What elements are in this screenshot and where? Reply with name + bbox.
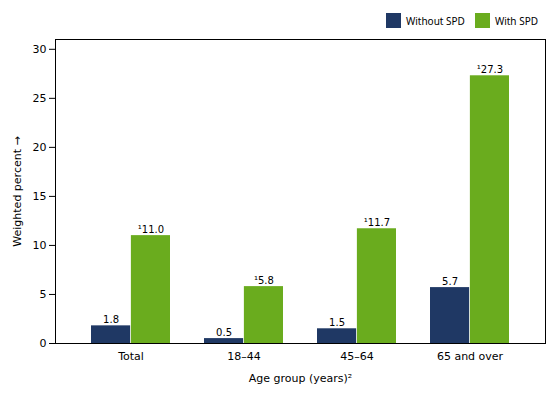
svg-text:15: 15 — [33, 190, 47, 203]
svg-text:65 and over: 65 and over — [437, 350, 504, 363]
svg-text:¹27.3: ¹27.3 — [477, 64, 503, 75]
svg-text:30: 30 — [33, 43, 47, 56]
svg-text:¹5.8: ¹5.8 — [254, 275, 274, 286]
html-text:With SPD: With SPD — [494, 13, 538, 28]
svg-text:25: 25 — [33, 92, 47, 105]
svg-text:20: 20 — [33, 141, 47, 154]
svg-text:0: 0 — [40, 337, 47, 350]
svg-text:5: 5 — [40, 288, 47, 301]
svg-text:0.5: 0.5 — [216, 327, 232, 338]
svg-text:45–64: 45–64 — [340, 350, 374, 363]
svg-text:Age group (years)²: Age group (years)² — [249, 372, 352, 385]
svg-text:¹11.0: ¹11.0 — [138, 224, 164, 235]
svg-text:1.5: 1.5 — [329, 317, 345, 328]
svg-text:¹11.7: ¹11.7 — [364, 217, 390, 228]
svg-text:1.8: 1.8 — [103, 314, 119, 325]
svg-text:Weighted percent →: Weighted percent → — [11, 136, 24, 246]
svg-text:18–44: 18–44 — [227, 350, 261, 363]
html-text:Without SPD: Without SPD — [405, 13, 465, 28]
svg-text:Total: Total — [117, 350, 144, 363]
svg-text:5.7: 5.7 — [442, 276, 458, 287]
svg-text:10: 10 — [33, 239, 47, 252]
